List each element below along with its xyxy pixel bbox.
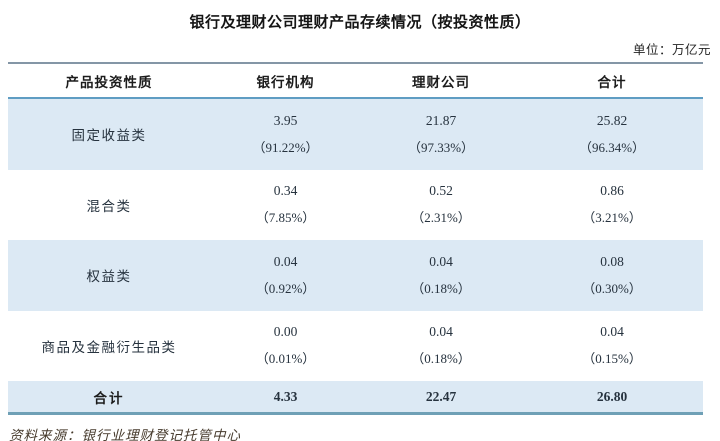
table-header-row: 产品投资性质 银行机构 理财公司 合计 (8, 62, 703, 99)
cell-value: 25.82 (596, 112, 628, 128)
cell-total: 0.04 （0.15%） (521, 311, 703, 382)
row-label: 权益类 (86, 269, 132, 285)
cell-total: 25.82 （96.34%） (521, 99, 703, 170)
cell-percent: （2.31%） (411, 210, 471, 226)
unit-label: 单位：万亿元 (632, 43, 711, 57)
cell-percent: （0.92%） (255, 280, 316, 296)
data-source-note: 资料来源：银行业理财登记托管中心 (9, 428, 241, 441)
table-total-row: 合计 4.33 22.47 26.80 (8, 381, 703, 415)
cell-value: 3.95 (273, 112, 298, 128)
row-label: 商品及金融衍生品类 (41, 339, 177, 355)
cell-bank: 0.00 （0.01%） (210, 311, 361, 382)
cell-value: 0.08 (600, 253, 624, 269)
cell-percent: （97.33%） (407, 139, 475, 155)
cell-wmc: 0.04 （0.18%） (361, 311, 521, 382)
row-label: 混合类 (86, 198, 132, 214)
total-row-label: 合计 (93, 390, 125, 406)
cell-percent: （91.22%） (252, 139, 319, 155)
cell-value: 0.52 (429, 183, 453, 199)
cell-value: 21.87 (425, 112, 457, 128)
cell-percent: （96.34%） (578, 139, 646, 155)
row-label: 固定收益类 (71, 128, 147, 144)
cell-value: 0.04 (429, 253, 453, 269)
cell-percent: （7.85%） (255, 210, 316, 226)
cell-percent: （0.30%） (582, 280, 642, 296)
cell-percent: （0.18%） (411, 351, 471, 367)
cell-percent: （0.15%） (582, 351, 642, 367)
table-row: 混合类 0.34 （7.85%） 0.52 （2.31%） 0.86 （3.21… (8, 170, 703, 241)
column-header-bank: 银行机构 (256, 74, 315, 90)
column-header-total: 合计 (597, 74, 627, 90)
total-wmc: 22.47 (425, 388, 457, 404)
cell-value: 0.04 (600, 324, 624, 340)
cell-wmc: 0.52 （2.31%） (361, 170, 521, 241)
cell-bank: 3.95 （91.22%） (210, 99, 361, 170)
total-total: 26.80 (596, 388, 628, 404)
cell-bank: 0.04 （0.92%） (210, 240, 361, 311)
table-row: 固定收益类 3.95 （91.22%） 21.87 （97.33%） 25.82… (8, 99, 703, 170)
cell-value: 0.86 (600, 183, 624, 199)
cell-percent: （3.21%） (582, 210, 642, 226)
column-header-nature: 产品投资性质 (65, 74, 153, 90)
data-table: 产品投资性质 银行机构 理财公司 合计 固定收益类 3.95 （91.22%） … (8, 62, 703, 415)
total-bank: 4.33 (273, 388, 298, 404)
cell-value: 0.34 (273, 183, 298, 199)
cell-total: 0.08 （0.30%） (521, 240, 703, 311)
cell-value: 0.00 (273, 324, 298, 340)
page-title: 银行及理财公司理财产品存续情况（按投资性质） (189, 14, 531, 31)
cell-total: 0.86 （3.21%） (521, 170, 703, 241)
cell-percent: （0.01%） (255, 351, 316, 367)
cell-wmc: 21.87 （97.33%） (361, 99, 521, 170)
table-row: 权益类 0.04 （0.92%） 0.04 （0.18%） 0.08 （0.30… (8, 240, 703, 311)
cell-wmc: 0.04 （0.18%） (361, 240, 521, 311)
cell-percent: （0.18%） (411, 280, 471, 296)
cell-value: 0.04 (273, 253, 298, 269)
cell-bank: 0.34 （7.85%） (210, 170, 361, 241)
cell-value: 0.04 (429, 324, 453, 340)
column-header-wmc: 理财公司 (412, 74, 470, 90)
table-row: 商品及金融衍生品类 0.00 （0.01%） 0.04 （0.18%） 0.04… (8, 311, 703, 382)
